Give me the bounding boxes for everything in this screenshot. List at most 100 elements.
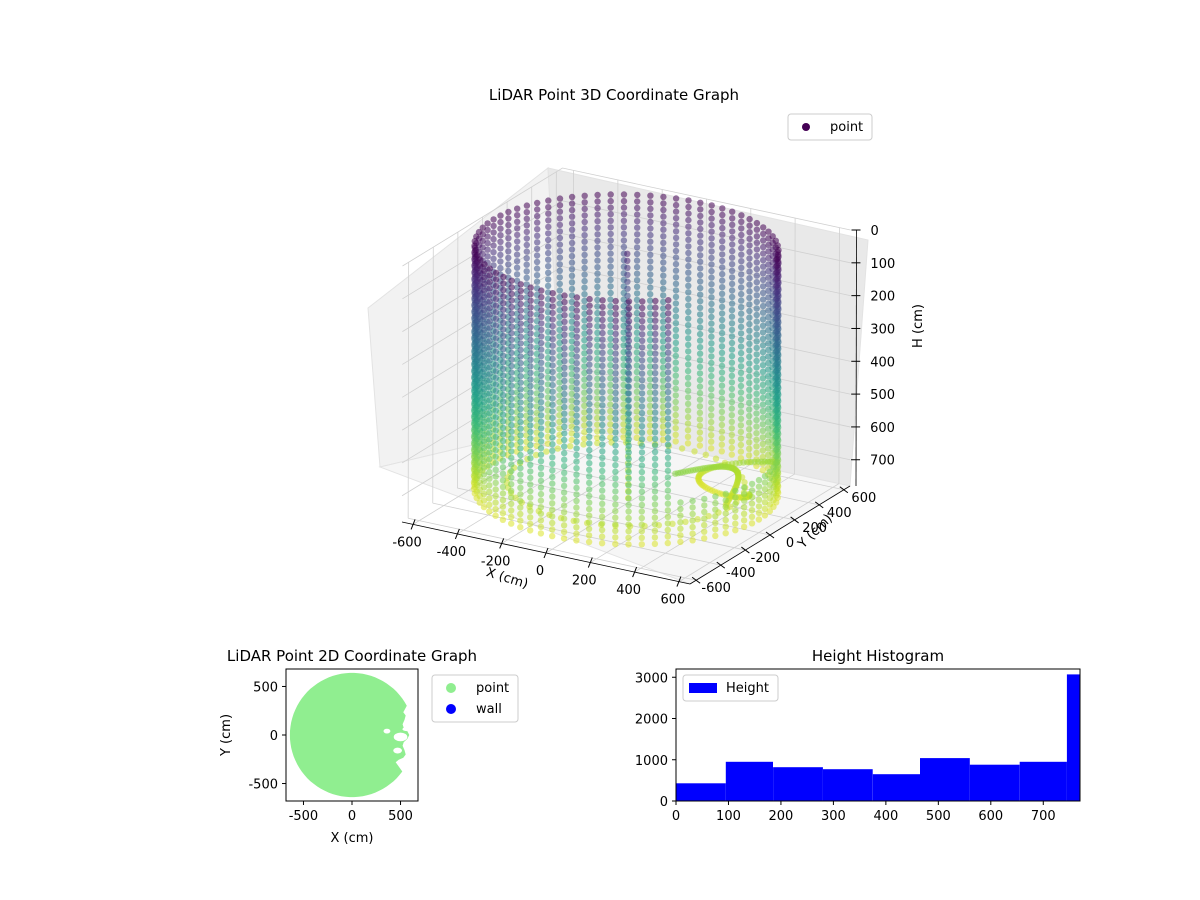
lidar-point [633, 263, 641, 271]
lidar-point [607, 270, 614, 277]
lidar-point [492, 302, 500, 309]
lidar-point [722, 503, 729, 511]
lidar-point [646, 382, 654, 390]
lidar-point [759, 348, 767, 356]
lidar-point [712, 526, 719, 533]
lidar-point [718, 290, 726, 297]
lidar-point [568, 331, 576, 339]
y-tick-3d [741, 546, 750, 554]
lidar-point [481, 326, 488, 334]
lidar-point [508, 369, 515, 376]
lidar-point [505, 208, 512, 216]
lidar-point [549, 441, 556, 448]
lidar-point [581, 251, 588, 259]
lidar-point [660, 325, 667, 332]
lidar-point [697, 239, 704, 246]
lidar-point [659, 410, 667, 417]
lidar-point [481, 261, 488, 268]
lidar-point [701, 495, 708, 503]
lidar-point [508, 467, 515, 475]
x-tick-3d [676, 576, 682, 587]
lidar-point [586, 505, 593, 513]
lidar-point [549, 434, 556, 441]
lidar-point [696, 350, 704, 357]
lidar-point [486, 324, 493, 331]
lidar-point [545, 210, 552, 217]
lidar-point [517, 471, 524, 478]
lidar-point [684, 400, 692, 408]
lidar-point [659, 430, 667, 437]
lidar-point [586, 394, 593, 401]
lidar-point [517, 346, 524, 354]
lidar-point [568, 430, 575, 437]
lidar-point [484, 246, 491, 253]
lidar-point [646, 376, 654, 383]
lidar-point [523, 235, 530, 242]
lidar-point [481, 418, 488, 425]
lidar-point [492, 394, 499, 401]
lidar-point [773, 387, 780, 394]
lidar-point [647, 231, 654, 239]
lidar-point [660, 252, 667, 260]
lidar-point [696, 422, 704, 430]
lidar-point [499, 477, 507, 484]
lidar-point [486, 409, 493, 417]
lidar-point [486, 423, 493, 430]
lidar-point [586, 355, 593, 362]
lidar-point [568, 272, 576, 279]
y-tick-3d [765, 531, 775, 539]
lidar-point [689, 497, 696, 505]
lidar-point [639, 311, 646, 318]
lidar-point [748, 513, 756, 520]
lidar-point [556, 287, 563, 294]
lidar-point [508, 290, 515, 297]
lidar-point [633, 349, 641, 356]
lidar-point [486, 495, 493, 502]
lidar-point [599, 349, 606, 356]
lidar-point [568, 397, 575, 404]
lidar-point [728, 346, 736, 353]
lidar-point [624, 278, 631, 285]
lidar-point [746, 275, 753, 282]
lidar-point [664, 402, 672, 409]
lidar-point [573, 399, 580, 406]
lidar-point [567, 443, 574, 450]
lidar-point [728, 359, 736, 366]
lidar-point [534, 232, 541, 239]
lidar-point [722, 490, 729, 497]
lidar-point [694, 516, 701, 523]
lidar-point [486, 462, 493, 469]
lidar-point [737, 389, 745, 396]
lidar-point [527, 409, 534, 416]
lidar-point [728, 300, 736, 307]
lidar-point [665, 336, 672, 343]
lidar-point [773, 446, 780, 453]
lidar-point [554, 445, 561, 452]
lidar-point [607, 414, 614, 421]
lidar-point [708, 261, 715, 268]
lidar-point [545, 256, 552, 263]
lidar-point [633, 368, 641, 376]
lidar-point [568, 351, 575, 358]
lidar-point [665, 343, 672, 350]
lidar-point [639, 337, 646, 344]
lidar-point [573, 478, 580, 485]
lidar-point [612, 389, 619, 397]
x-tick-label-hist: 0 [672, 809, 680, 824]
lidar-point [625, 311, 633, 318]
lidar-point [773, 341, 780, 348]
lidar-point [549, 388, 556, 395]
lidar-point [486, 311, 493, 318]
lidar-point [537, 451, 545, 458]
lidar-point [538, 339, 545, 347]
lidar-point [581, 435, 588, 442]
lidar-point [620, 197, 628, 205]
lidar-point [732, 513, 739, 521]
lidar-point [612, 350, 619, 357]
plot-frame-hist [675, 668, 1081, 802]
lidar-point [561, 305, 568, 312]
lidar-point [625, 528, 632, 535]
lidar-point [586, 460, 593, 467]
lidar-point [492, 341, 500, 349]
lidar-point [607, 230, 614, 238]
